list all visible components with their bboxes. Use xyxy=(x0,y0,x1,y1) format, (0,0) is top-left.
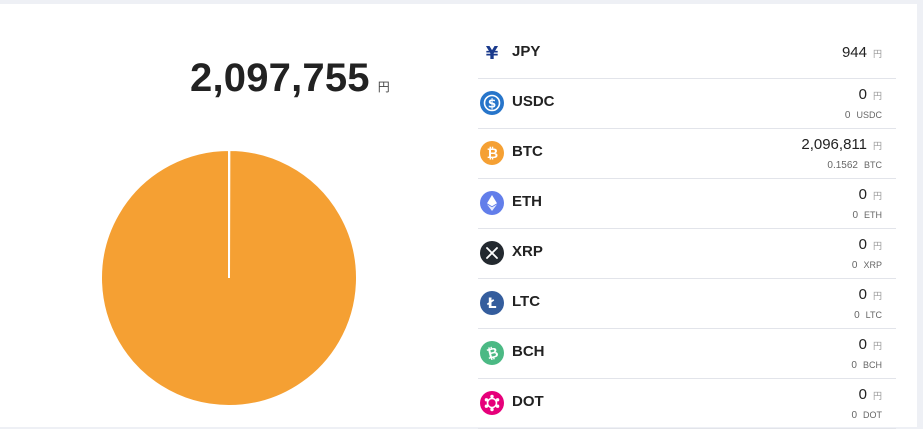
asset-symbol: LTC xyxy=(512,293,540,310)
polkadot-icon xyxy=(480,391,504,415)
asset-symbol: ETH xyxy=(512,193,542,210)
asset-pie-chart xyxy=(100,149,358,407)
bitcoin-icon: ₿ xyxy=(480,141,504,165)
svg-text:$: $ xyxy=(488,97,496,111)
usdc-icon: $ xyxy=(480,91,504,115)
xrp-icon xyxy=(480,241,504,265)
ethereum-icon xyxy=(480,191,504,215)
total-balance-value: 2,097,755 xyxy=(190,56,370,101)
svg-text:₿: ₿ xyxy=(485,345,500,363)
asset-symbol: BCH xyxy=(512,343,545,360)
total-balance: 2,097,755 円 xyxy=(190,56,390,102)
asset-symbol: DOT xyxy=(512,393,544,410)
svg-text:¥: ¥ xyxy=(486,43,499,64)
asset-symbol: XRP xyxy=(512,243,543,260)
svg-text:₿: ₿ xyxy=(487,146,498,162)
litecoin-icon: Ł xyxy=(480,291,504,315)
asset-symbol: JPY xyxy=(512,43,540,60)
bitcoin-cash-icon: ₿ xyxy=(480,341,504,365)
asset-symbol: USDC xyxy=(512,93,555,110)
svg-text:Ł: Ł xyxy=(487,296,497,312)
asset-symbol: BTC xyxy=(512,143,543,160)
page-background-strip xyxy=(917,4,923,427)
total-balance-unit: 円 xyxy=(378,78,390,95)
pie-slice-btc[interactable] xyxy=(101,150,357,406)
yen-icon: ¥ xyxy=(480,41,504,65)
